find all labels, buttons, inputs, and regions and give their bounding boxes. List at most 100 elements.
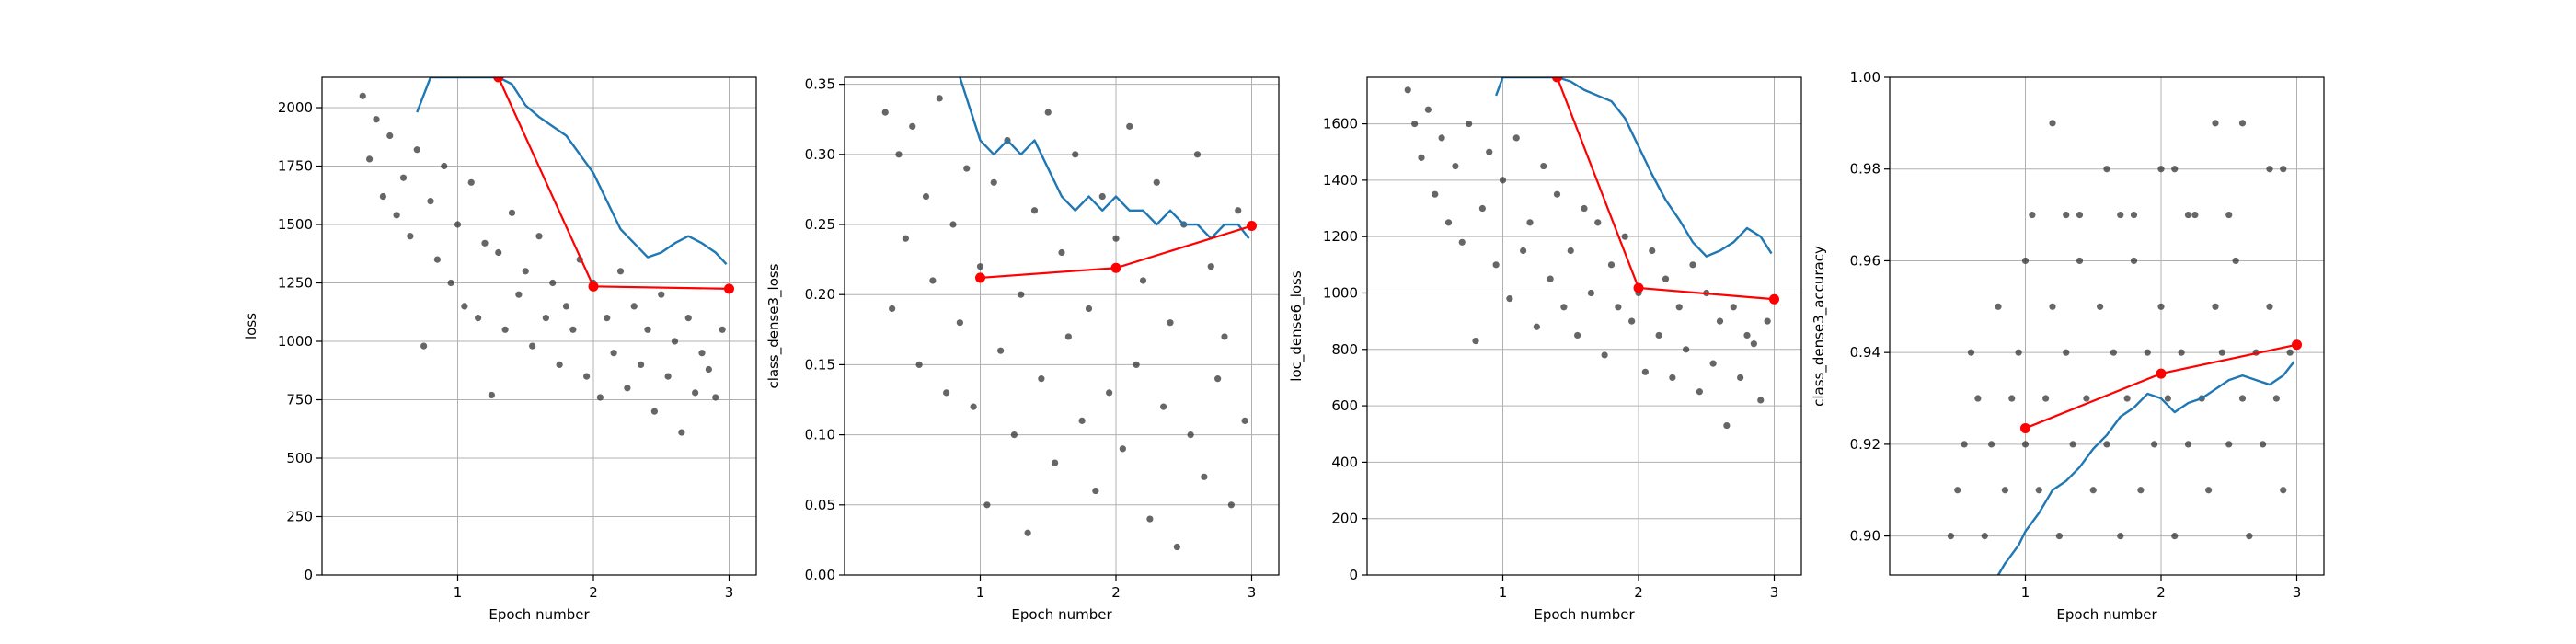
data-point xyxy=(644,326,651,333)
epoch-mean-marker xyxy=(2020,422,2030,433)
subplot-4: 1 2 3 0.90 0.92 0.94 0.96 0.98 1.00 Epoch number c… xyxy=(1811,69,2325,623)
data-point xyxy=(650,408,658,415)
data-point xyxy=(1961,441,1968,448)
data-point xyxy=(2266,166,2273,173)
plot-area xyxy=(1947,120,2302,575)
data-point xyxy=(1683,346,1690,353)
data-point xyxy=(2001,487,2008,494)
data-point xyxy=(2184,441,2192,448)
data-point xyxy=(1567,247,1574,255)
subplot-2: 1 2 3 0.00 0.05 0.10 0.15 0.20 0.25 0.30 0.35 Epoch… xyxy=(765,76,1280,623)
y-axis-label: loc_dense6_loss xyxy=(1288,270,1305,382)
data-point xyxy=(2225,211,2233,219)
data-point xyxy=(1018,291,1025,298)
data-point xyxy=(719,326,726,333)
epoch-mean-marker xyxy=(2156,368,2167,379)
data-point xyxy=(1649,247,1656,255)
data-point xyxy=(1696,388,1703,396)
data-point xyxy=(664,373,672,380)
data-point xyxy=(1526,219,1534,226)
data-point xyxy=(2042,395,2050,402)
data-point xyxy=(1750,340,1757,348)
data-point xyxy=(997,347,1005,354)
y-tick-label: 0.05 xyxy=(805,497,835,513)
data-point xyxy=(1574,331,1581,339)
data-point xyxy=(1418,154,1425,161)
data-point xyxy=(1072,151,1079,158)
data-point xyxy=(1444,219,1453,226)
y-tick-label: 800 xyxy=(1331,341,1358,358)
data-point xyxy=(2191,211,2199,219)
data-point xyxy=(2117,533,2124,540)
data-point xyxy=(1404,86,1411,94)
y-tick-label: 1400 xyxy=(1323,172,1358,189)
data-point xyxy=(1520,247,1527,255)
data-point xyxy=(1207,263,1214,270)
data-point xyxy=(1723,421,1731,430)
plot-area xyxy=(881,77,1257,551)
data-point xyxy=(1201,473,1208,480)
data-point xyxy=(712,394,719,401)
data-point xyxy=(501,326,509,333)
data-point xyxy=(359,92,366,99)
data-point xyxy=(1981,533,1988,540)
data-point xyxy=(1478,204,1486,213)
data-point xyxy=(2076,211,2084,219)
data-point xyxy=(2286,349,2294,356)
data-point xyxy=(495,248,502,257)
epoch-mean-marker xyxy=(493,77,504,83)
data-point xyxy=(2015,349,2022,356)
x-tick-label: 1 xyxy=(2021,584,2030,601)
data-point xyxy=(956,319,963,327)
y-tick-label: 500 xyxy=(286,450,313,466)
data-point xyxy=(2029,211,2036,219)
data-point xyxy=(1411,120,1419,128)
data-point xyxy=(1492,261,1500,269)
data-point xyxy=(705,365,712,374)
x-tick-label: 3 xyxy=(1248,584,1257,601)
data-point xyxy=(1038,375,1045,383)
data-point xyxy=(1764,317,1771,325)
y-axis-label: loss xyxy=(243,313,259,339)
data-point xyxy=(1553,190,1561,198)
data-point xyxy=(2157,303,2165,310)
data-point xyxy=(2218,349,2225,356)
data-point xyxy=(1466,120,1473,128)
data-point xyxy=(2130,257,2138,265)
data-point xyxy=(399,174,408,181)
data-point xyxy=(1167,319,1174,327)
data-point xyxy=(1438,134,1445,142)
data-point xyxy=(1146,515,1154,523)
data-point xyxy=(1662,275,1670,282)
data-point xyxy=(2008,395,2016,402)
y-tick-label: 1000 xyxy=(278,333,313,350)
data-point xyxy=(889,305,896,313)
data-point xyxy=(2212,120,2219,127)
y-axis-label: class_dense3_loss xyxy=(765,263,783,388)
y-axis-label: class_dense3_accuracy xyxy=(1811,246,1828,407)
axes-frame xyxy=(321,76,757,576)
x-tick-label: 3 xyxy=(1770,584,1779,601)
y-tick-label: 1250 xyxy=(278,275,313,292)
data-point xyxy=(413,146,420,154)
data-point xyxy=(2171,533,2179,540)
axes-frame xyxy=(844,76,1280,576)
data-point xyxy=(2246,533,2253,540)
data-point xyxy=(2021,441,2030,448)
data-point xyxy=(2137,487,2145,494)
data-point xyxy=(1432,190,1439,198)
data-point xyxy=(475,315,482,322)
data-point xyxy=(461,303,468,310)
data-point xyxy=(1669,374,1676,382)
data-point xyxy=(420,342,428,350)
data-point xyxy=(638,361,645,369)
y-tick-label: 0 xyxy=(1349,567,1358,583)
data-point xyxy=(569,326,577,333)
x-tick-label: 3 xyxy=(2293,584,2302,601)
data-point xyxy=(1601,351,1608,359)
data-point xyxy=(1675,304,1683,311)
data-point xyxy=(684,315,692,322)
data-point xyxy=(2238,120,2247,127)
epoch-mean-marker xyxy=(1552,77,1562,83)
